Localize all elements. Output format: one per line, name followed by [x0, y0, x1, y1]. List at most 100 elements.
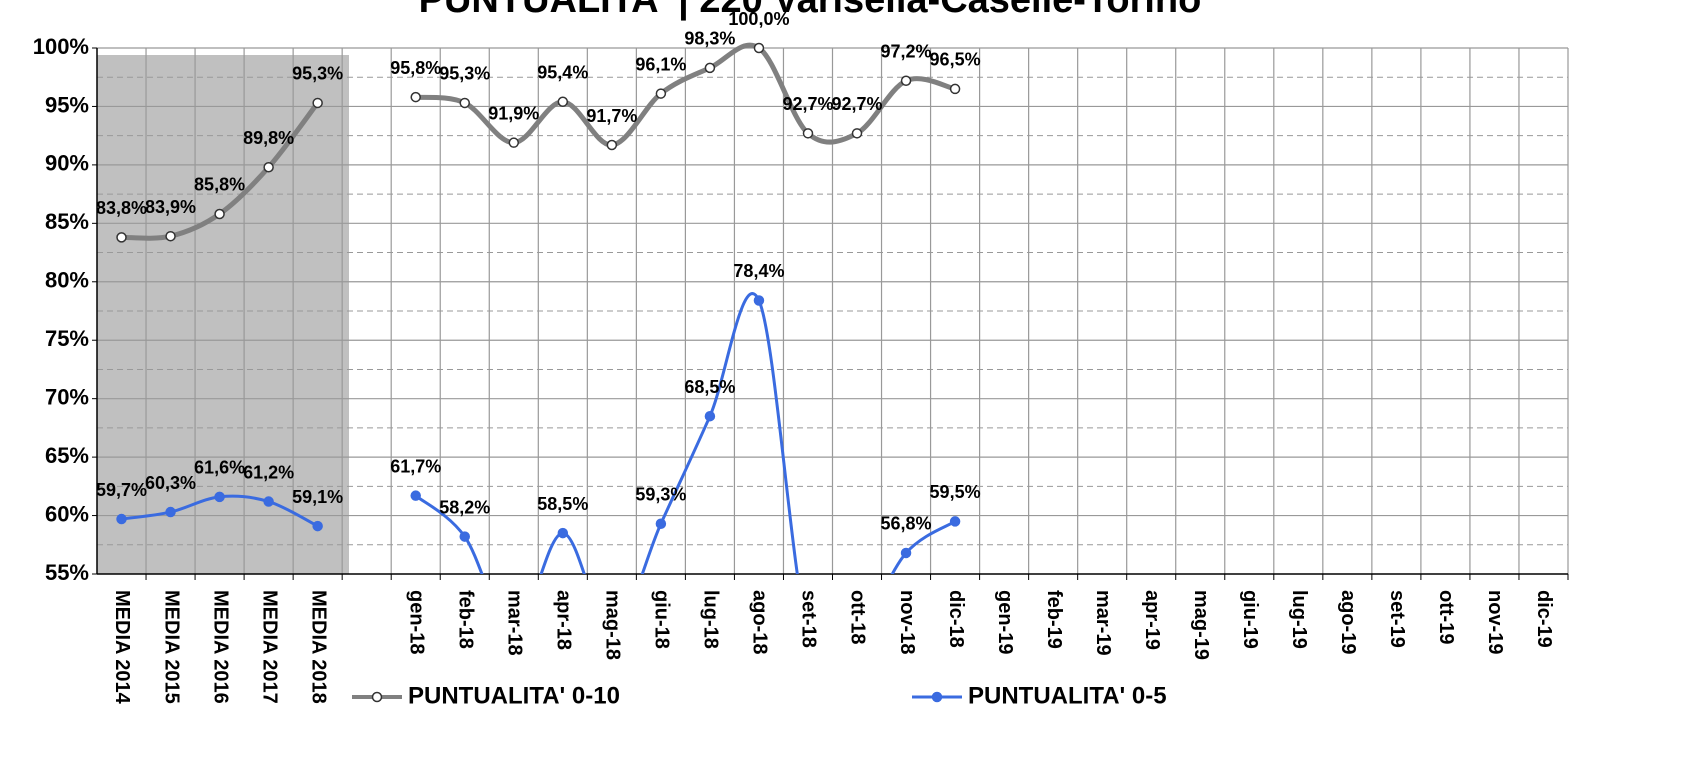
data-point [606, 139, 618, 151]
x-tick-label: dic-19 [1533, 590, 1555, 648]
x-tick-label: mar-19 [1092, 590, 1114, 656]
data-label: 58,2% [439, 497, 490, 517]
y-tick-label: 90% [45, 151, 89, 176]
y-tick-label: 55% [45, 560, 89, 585]
data-point [900, 75, 912, 86]
data-point [263, 161, 274, 173]
x-tick-label: mag-19 [1190, 590, 1212, 660]
data-point [557, 527, 569, 539]
y-tick-label: 100% [33, 34, 89, 59]
legend-label: PUNTUALITA' 0-10 [408, 682, 620, 709]
data-label: 96,5% [930, 50, 981, 70]
data-point [116, 513, 127, 525]
y-tick-label: 70% [45, 384, 89, 409]
chart-title: PUNTUALITA' | 220 Varisella-Caselle-Tori… [419, 0, 1202, 21]
data-point [263, 496, 274, 507]
data-label: 61,7% [390, 456, 441, 476]
data-point [459, 97, 470, 109]
data-point [214, 491, 225, 503]
y-tick-label: 60% [45, 501, 89, 526]
data-label: 83,9% [145, 197, 196, 217]
data-point [410, 91, 421, 103]
data-label: 95,3% [439, 64, 490, 84]
data-label: 58,5% [537, 494, 588, 514]
data-label: 68,5% [684, 377, 735, 397]
x-tick-label: MEDIA 2015 [160, 590, 182, 704]
data-point [753, 295, 765, 306]
data-label: 61,6% [194, 458, 245, 478]
x-tick-label: ott-19 [1435, 590, 1457, 644]
x-tick-label: giu-19 [1239, 590, 1261, 649]
data-label: 59,7% [96, 480, 147, 500]
data-label: 95,3% [292, 64, 343, 84]
data-label: 91,9% [488, 103, 539, 123]
legend-label: PUNTUALITA' 0-5 [968, 682, 1167, 709]
data-point [116, 232, 127, 243]
x-tick-label: MEDIA 2016 [209, 590, 231, 704]
data-point [802, 128, 814, 139]
data-label: 85,8% [194, 175, 245, 195]
data-point [704, 62, 716, 74]
data-label: 89,8% [243, 128, 294, 148]
x-tick-label: MEDIA 2017 [258, 590, 280, 704]
y-tick-label: 75% [45, 326, 89, 351]
x-tick-label: mar-18 [504, 590, 526, 656]
data-point [949, 83, 961, 95]
data-label: 97,2% [881, 41, 932, 61]
data-point [949, 516, 961, 527]
y-tick-label: 80% [45, 268, 89, 293]
data-point [165, 506, 176, 518]
legend-marker [931, 691, 943, 703]
x-tick-label: set-18 [798, 590, 820, 648]
data-label: 59,1% [292, 487, 343, 507]
data-point [557, 96, 569, 108]
x-tick-label: ott-18 [847, 590, 869, 644]
x-tick-label: nov-19 [1484, 590, 1506, 654]
x-tick-label: nov-18 [896, 590, 918, 654]
x-tick-label: lug-18 [700, 590, 722, 649]
data-label: 60,3% [145, 473, 196, 493]
data-label: 92,7% [831, 94, 882, 114]
data-label: 95,8% [390, 58, 441, 78]
data-point [214, 208, 225, 220]
data-label: 59,5% [930, 482, 981, 502]
data-point [900, 547, 912, 559]
data-label: 98,3% [684, 29, 735, 49]
data-label: 56,8% [881, 514, 932, 534]
data-label: 100,0% [728, 9, 789, 29]
data-point [753, 42, 765, 54]
data-label: 96,1% [635, 54, 686, 74]
data-point [459, 531, 470, 542]
legend-marker [371, 691, 383, 703]
data-point [704, 410, 716, 422]
data-point [655, 518, 667, 529]
x-tick-label: giu-18 [651, 590, 673, 649]
data-label: 91,7% [586, 106, 637, 126]
x-tick-label: mag-18 [602, 590, 624, 660]
x-tick-label: MEDIA 2014 [111, 590, 133, 705]
data-point [312, 520, 323, 532]
data-point [655, 88, 667, 99]
x-tick-label: dic-18 [945, 590, 967, 648]
y-tick-label: 65% [45, 443, 89, 468]
x-tick-label: lug-19 [1288, 590, 1310, 649]
x-tick-label: feb-18 [454, 590, 476, 649]
data-label: 95,4% [537, 63, 588, 83]
data-label: 78,4% [733, 261, 784, 281]
x-tick-label: apr-19 [1141, 590, 1163, 650]
data-point [508, 137, 520, 148]
data-label: 61,2% [243, 462, 294, 482]
data-point [312, 97, 323, 109]
data-label: 59,3% [635, 484, 686, 504]
x-tick-label: ago-19 [1337, 590, 1359, 654]
x-tick-label: feb-19 [1043, 590, 1065, 649]
data-point [410, 490, 421, 501]
data-label: 92,7% [782, 94, 833, 114]
data-point [165, 230, 176, 242]
data-point [851, 128, 863, 139]
shaded-area [97, 55, 349, 574]
y-tick-label: 85% [45, 209, 89, 234]
data-label: 83,8% [96, 198, 147, 218]
x-tick-label: MEDIA 2018 [307, 590, 329, 704]
